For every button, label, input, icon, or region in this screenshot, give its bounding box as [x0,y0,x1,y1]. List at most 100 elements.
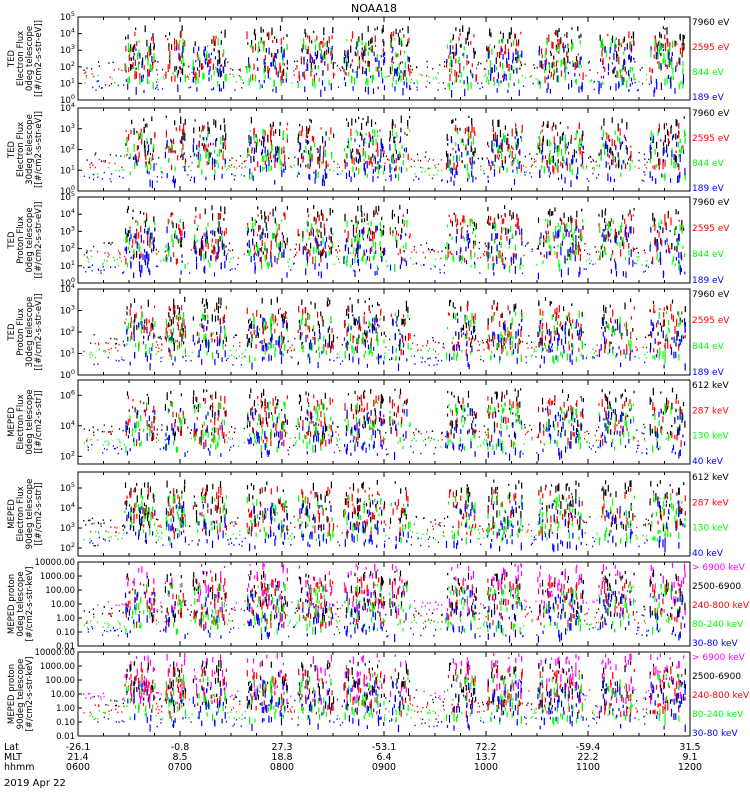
data-point [589,69,591,71]
data-point [620,142,622,147]
data-point [293,70,295,72]
data-point [510,27,512,35]
data-point [496,79,498,83]
data-point [270,250,272,259]
y-tick-label: 103 [60,43,75,56]
data-point [197,151,199,160]
data-point [316,147,318,150]
data-point [473,222,475,227]
data-point [642,346,644,349]
data-point [181,136,183,144]
data-point [453,162,455,171]
data-point [560,247,562,256]
data-point [344,71,346,75]
data-point [578,347,580,352]
data-point [179,77,182,83]
data-point [414,173,416,175]
data-point [357,338,360,345]
data-point [556,309,558,316]
data-point [605,132,607,136]
data-point [484,250,486,253]
data-point [492,148,494,153]
data-point [225,245,227,248]
data-point [475,225,477,230]
data-point [121,356,123,358]
data-point [504,257,507,260]
data-point [318,271,320,276]
data-point [219,236,221,242]
data-point [392,232,394,237]
data-point [169,61,171,69]
data-point [356,148,358,153]
data-point [204,308,206,314]
data-point [356,244,358,251]
data-point [158,347,160,349]
data-point [108,352,110,354]
data-point [344,213,346,222]
data-point [630,334,632,337]
data-point [314,177,316,184]
data-point [86,249,88,252]
data-point [306,252,308,257]
data-point [207,222,209,227]
data-point [580,353,582,357]
data-point [457,162,459,167]
data-point [140,252,142,258]
data-point [511,151,513,159]
data-point [255,149,257,153]
data-point [397,309,400,317]
data-point [541,324,543,330]
data-point [666,333,668,340]
data-point [195,60,197,63]
data-point [405,305,408,312]
data-point [682,34,684,43]
data-point [128,157,130,160]
data-point [565,230,567,237]
data-point [213,48,215,52]
data-point [286,272,288,278]
data-point [508,63,510,72]
data-point [668,131,670,137]
data-point [451,90,453,98]
data-point [379,228,381,231]
data-point [180,242,182,245]
data-point [602,81,604,86]
data-point [368,161,370,166]
data-point [392,31,395,37]
data-point [168,305,170,311]
data-point [606,321,608,329]
data-point [143,326,145,334]
data-point [564,147,567,155]
data-point [218,148,221,157]
data-point [629,41,631,49]
data-point [567,267,569,276]
data-point [347,52,349,59]
data-point [262,128,264,137]
data-point [451,70,453,74]
data-point [192,316,194,321]
data-point [459,69,461,74]
data-point [627,162,629,165]
data-point [138,61,140,65]
data-point [83,253,85,256]
data-point [557,30,559,38]
data-point [571,223,573,231]
data-point [441,179,443,181]
data-point [453,352,455,360]
data-point [353,172,356,178]
data-point [389,66,391,74]
data-point [483,75,486,77]
data-point [306,140,308,145]
data-point [174,230,176,235]
data-point [518,39,520,46]
data-point [371,246,373,252]
data-point [456,250,458,256]
data-point [646,73,648,76]
data-point [199,154,202,162]
data-point [343,256,345,264]
data-point [650,130,652,137]
data-point [288,157,290,160]
data-point [172,179,174,183]
data-point [240,75,242,78]
